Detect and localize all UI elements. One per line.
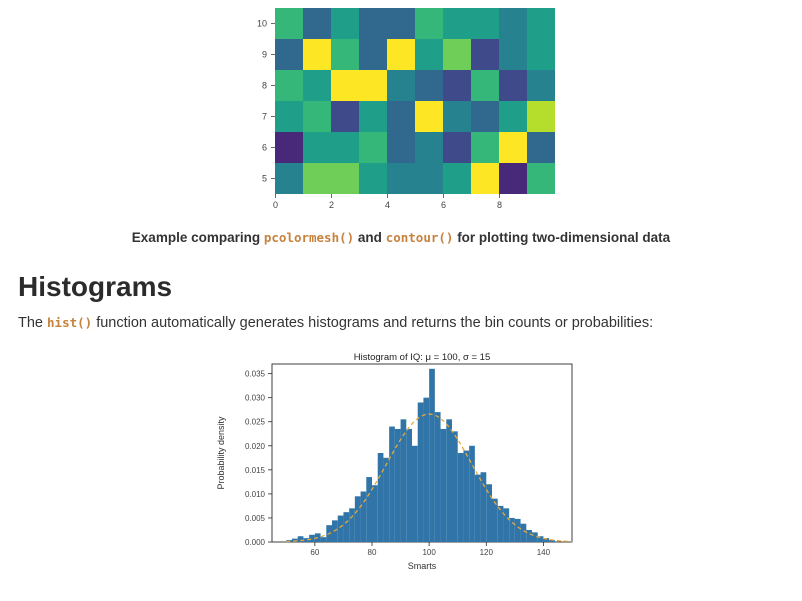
svg-text:7: 7 bbox=[262, 112, 267, 122]
heatmap-plot: 0 2 4 6 8 5 6 7 8 9 10 bbox=[239, 6, 563, 216]
svg-text:Histogram of IQ: μ = 100, σ =: Histogram of IQ: μ = 100, σ = 15 bbox=[354, 352, 490, 363]
svg-text:4: 4 bbox=[385, 200, 390, 210]
svg-text:5: 5 bbox=[262, 174, 267, 184]
svg-text:100: 100 bbox=[422, 548, 436, 557]
svg-text:6: 6 bbox=[441, 200, 446, 210]
svg-text:8: 8 bbox=[262, 81, 267, 91]
heatmap-figure: 0 2 4 6 8 5 6 7 8 9 10 bbox=[0, 6, 802, 216]
svg-text:0.015: 0.015 bbox=[245, 466, 266, 475]
svg-text:80: 80 bbox=[368, 548, 377, 557]
svg-text:0: 0 bbox=[273, 200, 278, 210]
body-prefix: The bbox=[18, 315, 47, 331]
svg-text:Smarts: Smarts bbox=[408, 561, 437, 571]
histogram-plot: Histogram of IQ: μ = 100, σ = 15 60 80 100 1… bbox=[210, 348, 592, 576]
svg-text:10: 10 bbox=[257, 19, 267, 29]
svg-text:0.030: 0.030 bbox=[245, 394, 266, 403]
svg-text:0.020: 0.020 bbox=[245, 442, 266, 451]
svg-text:140: 140 bbox=[537, 548, 551, 557]
caption-code-pcolormesh: pcolormesh() bbox=[264, 230, 354, 245]
caption-mid: and bbox=[358, 230, 386, 245]
body-code-hist: hist() bbox=[47, 315, 92, 330]
heatmap-caption: Example comparing pcolormesh() and conto… bbox=[0, 230, 802, 245]
histogram-figure: Histogram of IQ: μ = 100, σ = 15 60 80 100 1… bbox=[0, 348, 802, 576]
svg-text:0.010: 0.010 bbox=[245, 490, 266, 499]
section-body: The hist() function automatically genera… bbox=[18, 313, 802, 334]
svg-text:9: 9 bbox=[262, 50, 267, 60]
body-suffix: function automatically generates histogr… bbox=[92, 315, 653, 331]
svg-text:60: 60 bbox=[310, 548, 319, 557]
svg-text:0.035: 0.035 bbox=[245, 370, 266, 379]
caption-code-contour: contour() bbox=[386, 230, 454, 245]
caption-prefix: Example comparing bbox=[132, 230, 264, 245]
svg-text:120: 120 bbox=[480, 548, 494, 557]
svg-text:0.000: 0.000 bbox=[245, 538, 266, 547]
section-title: Histograms bbox=[18, 271, 802, 303]
svg-text:2: 2 bbox=[329, 200, 334, 210]
svg-text:0.005: 0.005 bbox=[245, 514, 266, 523]
svg-text:8: 8 bbox=[497, 200, 502, 210]
svg-text:6: 6 bbox=[262, 143, 267, 153]
caption-suffix: for plotting two-dimensional data bbox=[457, 230, 670, 245]
svg-text:Probability density: Probability density bbox=[216, 416, 226, 490]
svg-text:0.025: 0.025 bbox=[245, 418, 266, 427]
